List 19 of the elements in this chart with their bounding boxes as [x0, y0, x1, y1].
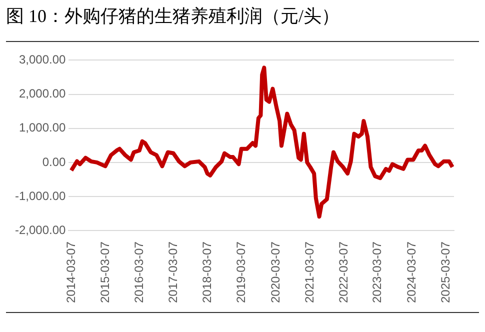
y-tick-label: 0.00: [42, 154, 66, 169]
x-tick-label: 2014-03-07: [64, 241, 78, 304]
y-tick-label: -1,000.00: [14, 188, 66, 203]
x-tick-label: 2024-03-07: [404, 241, 418, 304]
x-tick-label: 2019-03-07: [234, 241, 248, 304]
x-tick-label: 2020-03-07: [268, 241, 282, 304]
y-tick-label: 1,000.00: [18, 120, 66, 135]
y-tick-label: 2,000.00: [18, 86, 66, 101]
y-tick-label: 3,000.00: [18, 52, 66, 67]
x-tick-label: 2018-03-07: [200, 241, 214, 304]
x-tick-label: 2023-03-07: [370, 241, 384, 304]
x-tick-label: 2025-03-07: [438, 241, 452, 304]
x-tick-label: 2021-03-07: [302, 241, 316, 304]
y-tick-label: -2,000.00: [14, 222, 66, 237]
x-tick-label: 2017-03-07: [166, 241, 180, 304]
chart-title: 图 10：外购仔猪的生猪养殖利润（元/头）: [6, 5, 340, 28]
x-tick-label: 2015-03-07: [98, 241, 112, 304]
x-tick-label: 2016-03-07: [132, 241, 146, 304]
x-tick-label: 2022-03-07: [336, 241, 350, 304]
